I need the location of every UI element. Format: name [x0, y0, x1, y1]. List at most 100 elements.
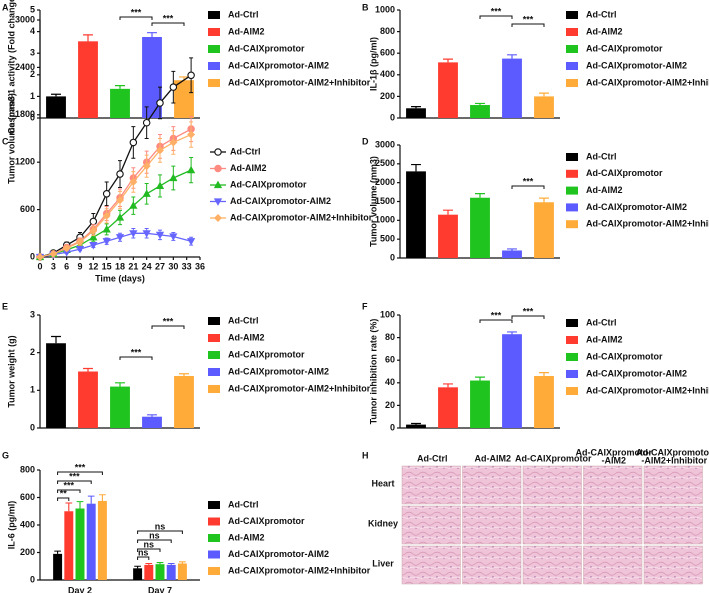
legend-label: Ad-Ctrl: [586, 9, 617, 19]
x-tick-label: 6: [64, 261, 69, 271]
legend-swatch: [566, 153, 578, 161]
marker: [169, 138, 178, 147]
legend-label: Ad-Ctrl: [586, 317, 617, 327]
marker: [115, 234, 125, 242]
y-axis-label: Tumor weight (g): [6, 335, 16, 407]
panel-label: D: [362, 136, 369, 146]
significance-label: ***: [69, 471, 80, 481]
tissue-image: [583, 505, 643, 545]
legend-label: Ad-Ctrl: [230, 146, 261, 156]
tissue-image: [401, 465, 461, 505]
bar: [406, 424, 426, 428]
legend-label: Ad-Ctrl: [228, 9, 259, 19]
legend-label: Ad-CAIXpromotor: [230, 179, 307, 189]
y-tick-label: 3000: [375, 139, 395, 149]
significance-bracket: [57, 471, 103, 475]
marker: [214, 164, 222, 173]
tissue-image: [643, 465, 703, 505]
legend-label: Ad-CAIXpromotor-AIM2: [586, 368, 687, 378]
legend-label: Ad-CAIXpromotor-AIM2: [228, 549, 329, 559]
marker: [89, 242, 98, 250]
y-axis-label: Tumor inhibition rate (%): [368, 319, 378, 425]
legend-label: Ad-AIM2: [228, 532, 265, 542]
marker: [75, 245, 85, 254]
legend-label: Ad-AIM2: [230, 163, 267, 173]
error-bar: [115, 85, 125, 89]
legend-swatch: [208, 28, 220, 36]
error-bar: [65, 502, 73, 512]
significance-label: ns: [149, 530, 160, 540]
error-bar: [443, 209, 453, 215]
marker: [169, 83, 178, 91]
marker: [156, 146, 164, 155]
bar: [64, 511, 74, 580]
marker: [129, 201, 138, 209]
legend-label: Ad-CAIXpromotor-AIM2: [228, 60, 329, 70]
bar: [502, 58, 522, 118]
significance-bracket: [137, 539, 172, 543]
significance-label: ***: [523, 14, 534, 24]
significance-bracket: [511, 315, 545, 319]
legend-label: Ad-AIM2: [228, 26, 265, 36]
legend-swatch: [208, 334, 220, 342]
marker: [89, 217, 98, 226]
marker: [116, 170, 124, 178]
marker: [129, 177, 138, 186]
significance-bracket: [479, 319, 513, 323]
column-header: Ad-CAIXpromotor: [576, 447, 653, 457]
legend-swatch: [208, 517, 220, 526]
x-tick-label: 0: [37, 261, 42, 271]
y-tick-label: 600: [20, 492, 35, 502]
marker: [186, 165, 196, 174]
legend-swatch: [208, 45, 220, 53]
error-bar: [443, 58, 453, 63]
y-tick-label: 0: [390, 422, 395, 432]
bar: [470, 105, 490, 118]
significance-bracket: [137, 556, 150, 560]
x-tick-label: 33: [182, 261, 192, 271]
bar: [534, 202, 554, 258]
y-axis-label: IL-6 (pg/ml): [6, 501, 16, 550]
bar: [502, 250, 522, 258]
tissue-image: [522, 505, 582, 545]
y-tick-label: 400: [380, 69, 395, 79]
marker: [115, 213, 125, 221]
bar: [46, 96, 66, 118]
significance-bracket: [151, 22, 185, 26]
marker: [36, 253, 44, 261]
tissue-image: [522, 545, 582, 585]
tissue-image: [401, 545, 461, 585]
tissue-image: [643, 545, 703, 585]
legend-swatch: [208, 567, 220, 575]
legend-swatch: [566, 79, 578, 87]
significance-bracket: [511, 185, 545, 189]
significance-label: ***: [75, 462, 86, 472]
legend-label: Ad-AIM2: [586, 185, 623, 195]
legend-label: Ad-CAIXpromotor: [586, 43, 663, 53]
y-tick-label: 1000: [375, 4, 395, 14]
column-header: Ad-CAIXpromotor: [515, 453, 592, 463]
y-tick-label: 1800: [15, 109, 35, 119]
legend-swatch: [208, 385, 220, 393]
y-tick-label: 1000: [375, 215, 395, 225]
y-tick-label: 3000: [15, 14, 35, 24]
y-tick-label: 1: [30, 385, 35, 395]
legend-label: Ad-AIM2: [586, 26, 623, 36]
marker: [187, 130, 196, 139]
bar: [470, 380, 490, 428]
column-header: Ad-CAIXpromotor: [636, 447, 709, 457]
legend-swatch: [566, 370, 578, 378]
column-header: Ad-Ctrl: [417, 453, 448, 463]
marker: [214, 214, 222, 222]
marker: [213, 198, 223, 206]
marker: [129, 138, 138, 147]
y-tick-label: 0: [30, 251, 35, 261]
error-bar: [156, 561, 164, 565]
marker: [102, 211, 111, 220]
y-tick-label: 2: [30, 69, 35, 79]
column-header: -AIM2+Inhibitor: [641, 455, 707, 465]
legend-swatch: [566, 11, 578, 19]
error-bar: [411, 422, 421, 425]
column-header: Ad-AIM2: [475, 453, 512, 463]
